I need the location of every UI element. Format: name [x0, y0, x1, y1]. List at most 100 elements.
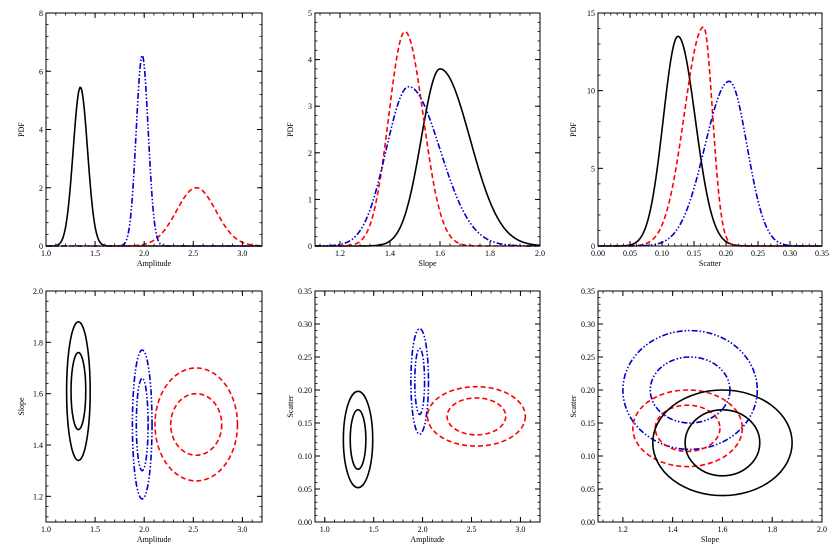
x-axis: 1.2 1.4 1.6 1.8 2.0	[602, 291, 827, 534]
x-tick-label: 3.0	[237, 525, 247, 534]
contour-5	[651, 389, 793, 497]
x-tick-label: 0.35	[815, 249, 829, 258]
x-tick-label: 3.0	[515, 525, 525, 534]
y-axis: 0.00 0.05 0.10 0.15 0.20 0.25 0.30 0.35	[581, 287, 822, 527]
pdf-curve-3	[46, 53, 262, 247]
x-tick-label: 2.5	[188, 525, 198, 534]
x-axis-label: Scatter	[699, 259, 722, 268]
y-tick-label: 1.6	[33, 390, 43, 399]
plot-frame	[597, 290, 823, 523]
contour-3	[131, 349, 153, 500]
plot-area	[622, 329, 793, 497]
x-tick-label: 1.5	[90, 525, 100, 534]
x-axis: 1.0 1.5 2.0 2.5 3.0	[314, 291, 541, 534]
y-tick-label: 5	[591, 164, 595, 173]
x-axis: 1.0 1.5 2.0 2.5 3.0	[41, 13, 263, 258]
plot-frame	[314, 12, 541, 247]
contour-6	[684, 408, 761, 477]
x-tick-label: 3.0	[237, 249, 247, 258]
panel-1: 1.0 1.5 2.0 2.5 3.0 0 2 4 6 8 Amplitude PDF	[17, 9, 263, 268]
x-tick-label: 1.2	[618, 525, 628, 534]
y-tick-label: 0.00	[298, 518, 312, 527]
x-axis: 1.0 1.5 2.0 2.5 3.0	[41, 291, 263, 534]
x-tick-label: 1.0	[320, 525, 330, 534]
x-tick-label: 0.20	[719, 249, 733, 258]
y-tick-label: 5	[308, 9, 312, 18]
y-tick-label: 0.00	[581, 518, 595, 527]
plot-area	[315, 30, 541, 247]
contour-4	[135, 377, 149, 472]
contour-3	[410, 327, 430, 436]
x-tick-label: 0.00	[591, 249, 605, 258]
pdf-curve-1	[598, 35, 822, 247]
y-axis: 0 5 10 15	[587, 9, 822, 251]
y-tick-label: 0.15	[298, 419, 312, 428]
x-tick-label: 0.05	[623, 249, 637, 258]
x-tick-label: 1.6	[717, 525, 727, 534]
y-tick-label: 1.4	[33, 441, 43, 450]
contour-4	[654, 404, 721, 453]
y-tick-label: 6	[39, 67, 43, 76]
panel-2: 1.2 1.4 1.6 1.8 2.0 0 1 2 3 4 5 Slope PDF	[286, 9, 545, 268]
plot-area	[598, 26, 822, 247]
plot-frame	[597, 12, 823, 247]
y-axis: 0.00 0.05 0.10 0.15 0.20 0.25 0.30 0.35	[298, 287, 540, 527]
y-tick-label: 2	[308, 149, 312, 158]
y-tick-label: 0.35	[298, 287, 312, 296]
contour-5	[426, 385, 527, 447]
y-tick-label: 2.0	[33, 287, 43, 296]
contour-5	[154, 367, 239, 482]
y-tick-label: 0.15	[581, 419, 595, 428]
y-tick-label: 4	[39, 126, 43, 135]
pdf-curve-1	[315, 68, 541, 247]
panel-5: 1.0 1.5 2.0 2.5 3.00.000.050.100.150.200.250…	[286, 287, 541, 544]
plot-area	[46, 53, 263, 247]
contour-1	[622, 329, 759, 451]
y-tick-label: 0.10	[581, 452, 595, 461]
x-tick-label: 2.5	[467, 525, 477, 534]
y-tick-label: 0	[591, 242, 595, 251]
contour-3	[632, 389, 744, 468]
y-axis: 1.2 1.4 1.6 1.8 2.0	[33, 287, 262, 518]
pdf-curve-3	[598, 80, 822, 247]
y-axis-label: PDF	[569, 122, 578, 137]
y-tick-label: 0.20	[581, 386, 595, 395]
x-axis-label: Amplitude	[410, 535, 445, 544]
y-tick-label: 8	[39, 9, 43, 18]
plot-area	[342, 327, 527, 489]
y-tick-label: 0.30	[298, 320, 312, 329]
y-tick-label: 1	[308, 195, 312, 204]
x-axis-label: Slope	[701, 535, 720, 544]
x-axis: 1.2 1.4 1.6 1.8 2.0	[319, 13, 545, 258]
y-tick-label: 15	[587, 9, 595, 18]
x-tick-label: 1.8	[485, 249, 495, 258]
y-tick-label: 2	[39, 184, 43, 193]
y-tick-label: 0	[308, 242, 312, 251]
y-tick-label: 0.05	[581, 485, 595, 494]
contour-1	[342, 390, 374, 489]
y-tick-label: 0.10	[298, 452, 312, 461]
y-tick-label: 0	[39, 242, 43, 251]
plot-frame	[45, 290, 263, 523]
y-axis-label: Slope	[17, 397, 26, 416]
x-tick-label: 2.0	[139, 249, 149, 258]
x-tick-label: 0.30	[783, 249, 797, 258]
panel-6: 1.2 1.4 1.6 1.8 2.00.000.050.100.150.200.250…	[569, 287, 827, 544]
y-axis: 0 2 4 6 8	[39, 9, 262, 251]
y-tick-label: 0.25	[581, 353, 595, 362]
panel-4: 1.0 1.5 2.0 2.5 3.01.21.41.61.82.0AmplitudeS…	[17, 287, 263, 544]
y-tick-label: 0.30	[581, 320, 595, 329]
y-tick-label: 3	[308, 102, 312, 111]
y-axis-label: Scatter	[286, 395, 295, 418]
x-tick-label: 2.0	[817, 525, 827, 534]
y-axis-label: PDF	[286, 122, 295, 137]
pdf-curve-2	[46, 186, 263, 247]
x-tick-label: 0.15	[687, 249, 701, 258]
x-tick-label: 1.0	[41, 525, 51, 534]
x-tick-label: 2.0	[535, 249, 545, 258]
y-tick-label: 0.35	[581, 287, 595, 296]
y-tick-label: 4	[308, 56, 312, 65]
pdf-curve-3	[315, 85, 541, 247]
x-tick-label: 1.2	[335, 249, 345, 258]
y-tick-label: 0.20	[298, 386, 312, 395]
